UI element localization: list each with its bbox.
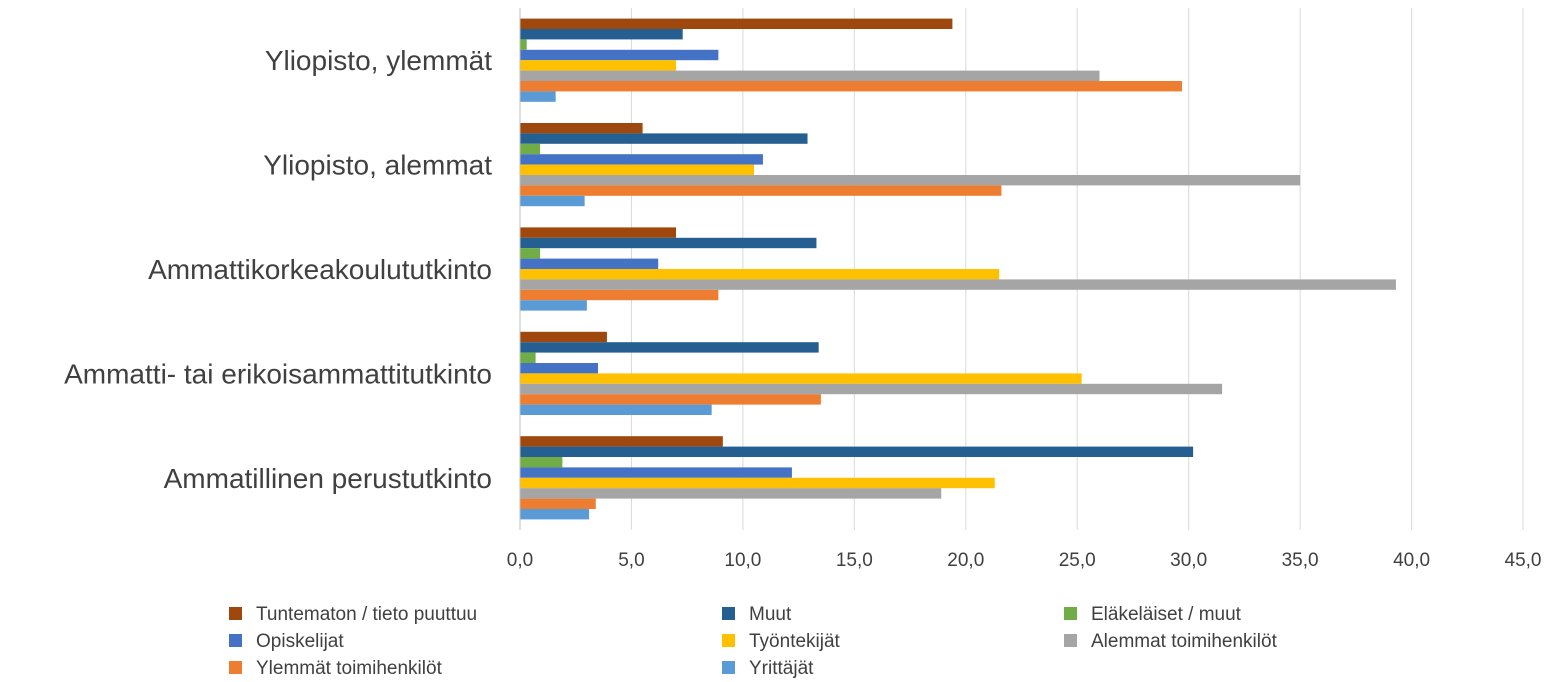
bar	[520, 133, 808, 144]
category-label: Yliopisto, alemmat	[263, 150, 492, 181]
x-tick-label: 45,0	[1505, 550, 1542, 571]
bar	[520, 195, 585, 207]
bar	[520, 29, 683, 40]
legend-label: Yrittäjät	[749, 658, 814, 679]
bar	[520, 404, 712, 415]
legend-label: Opiskelijat	[256, 631, 344, 652]
legend-label: Alemmat toimihenkilöt	[1091, 631, 1278, 652]
legend-swatch	[1064, 607, 1077, 620]
bar	[520, 123, 643, 134]
bar	[520, 237, 817, 249]
legend-swatch	[722, 661, 735, 674]
legend-label: Eläkeläiset / muut	[1091, 604, 1242, 625]
x-tick-label: 10,0	[724, 550, 761, 571]
bar	[520, 457, 563, 468]
gridlines	[630, 8, 1524, 530]
category-label: Yliopisto, ylemmät	[265, 45, 492, 76]
bar	[520, 289, 719, 301]
legend-swatch	[229, 607, 242, 620]
legend-swatch	[1064, 634, 1077, 647]
bar	[520, 175, 1301, 186]
legend-label: Tuntematon / tieto puuttuu	[256, 604, 477, 625]
legend-label: Muut	[749, 604, 792, 625]
bar	[520, 436, 723, 447]
bar	[520, 363, 599, 374]
category-labels: Yliopisto, ylemmät Yliopisto, alemmat Amma…	[64, 45, 492, 494]
bar	[520, 373, 1082, 384]
x-tick-labels: 0,0 5,0 10,0 15,0 20,0 25,0 30,0 35,0 40,0 45,0	[507, 550, 1542, 571]
bar	[520, 342, 819, 353]
bar	[520, 279, 1396, 290]
bar	[520, 269, 1000, 280]
x-tick-label: 35,0	[1282, 550, 1319, 571]
bar	[520, 164, 755, 175]
legend-swatch	[722, 634, 735, 647]
bar	[520, 49, 719, 61]
category-label: Ammattikorkeakoulututkinto	[148, 254, 492, 285]
bar	[520, 258, 659, 269]
bar	[520, 39, 527, 50]
bar	[520, 394, 821, 405]
x-tick-label: 25,0	[1059, 550, 1096, 571]
x-tick-label: 40,0	[1393, 550, 1430, 571]
category-label: Ammatillinen perustutkinto	[164, 463, 492, 494]
bar	[520, 488, 942, 499]
bar	[520, 300, 587, 311]
x-tick-label: 15,0	[836, 550, 873, 571]
x-tick-label: 20,0	[947, 550, 984, 571]
bar	[520, 143, 541, 155]
legend: Tuntematon / tieto puuttuu Muut Eläkeläise…	[229, 604, 1278, 679]
legend-swatch	[229, 661, 242, 674]
bar	[520, 91, 556, 102]
x-tick-label: 30,0	[1170, 550, 1207, 571]
bar	[520, 60, 677, 71]
bar	[520, 498, 596, 509]
bar	[520, 467, 792, 478]
bar	[520, 477, 995, 489]
legend-label: Työntekijät	[749, 631, 841, 652]
legend-swatch	[722, 607, 735, 620]
bar	[520, 383, 1223, 395]
bar	[520, 446, 1194, 457]
bar	[520, 81, 1182, 92]
bar	[520, 227, 677, 238]
bar	[520, 331, 607, 343]
bar	[520, 185, 1002, 196]
bar	[520, 352, 536, 363]
bar	[520, 509, 590, 520]
x-tick-label: 5,0	[618, 550, 644, 571]
bars	[520, 18, 1396, 520]
category-label: Ammatti- tai erikoisammattitutkinto	[64, 358, 492, 389]
bar	[520, 70, 1100, 81]
legend-swatch	[229, 634, 242, 647]
x-tick-label: 0,0	[507, 550, 533, 571]
bar	[520, 18, 953, 29]
legend-label: Ylemmät toimihenkilöt	[256, 658, 443, 679]
bar	[520, 154, 763, 165]
bar	[520, 248, 541, 259]
